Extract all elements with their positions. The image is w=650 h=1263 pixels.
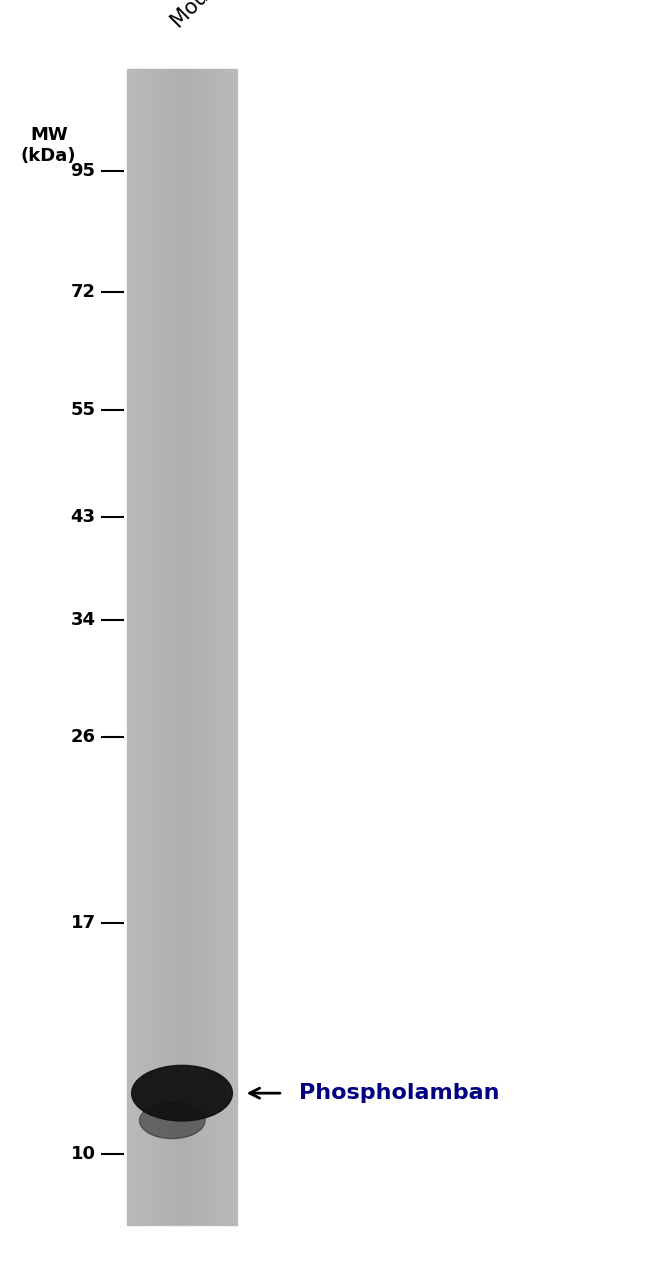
Text: 34: 34 [71, 611, 96, 629]
Text: MW
(kDa): MW (kDa) [21, 126, 77, 164]
Text: 43: 43 [71, 509, 96, 527]
Bar [127, 69, 237, 1225]
Text: 95: 95 [71, 163, 96, 181]
Ellipse shape [132, 1066, 233, 1122]
Text: 55: 55 [71, 402, 96, 419]
Text: 17: 17 [71, 913, 96, 932]
Text: Phospholamban: Phospholamban [299, 1084, 499, 1103]
Ellipse shape [140, 1103, 205, 1139]
Text: 72: 72 [71, 283, 96, 302]
Text: Mouse heart: Mouse heart [168, 0, 274, 32]
Text: 26: 26 [71, 727, 96, 746]
Text: 10: 10 [71, 1146, 96, 1163]
